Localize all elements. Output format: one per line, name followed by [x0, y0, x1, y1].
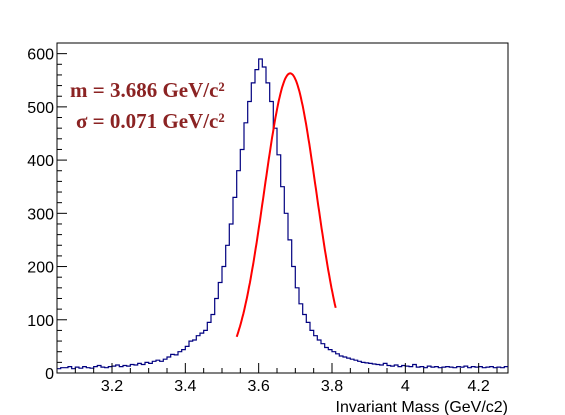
y-tick-label: 600 — [27, 47, 54, 64]
y-tick-label: 200 — [27, 260, 54, 277]
histogram-bins — [57, 58, 508, 370]
y-tick-label: 400 — [27, 153, 54, 170]
x-tick-label: 3.6 — [248, 378, 270, 395]
x-tick-label: 4 — [401, 378, 410, 395]
plot-border — [56, 42, 509, 374]
plot-frame — [56, 42, 509, 374]
x-axis: 3.2 3.4 3.6 3.8 4 4.2 — [56, 363, 498, 395]
fit-mean-annotation: m = 3.686 GeV/c² — [70, 78, 225, 102]
y-tick-label: 300 — [27, 206, 54, 223]
gaussian-fit — [235, 72, 337, 338]
y-tick-label: 500 — [27, 100, 54, 117]
x-tick-label: 3.2 — [101, 378, 123, 395]
x-tick-label: 3.4 — [174, 378, 196, 395]
fit-curve-group — [235, 72, 337, 338]
fit-sigma-annotation: σ = 0.071 GeV/c² — [76, 109, 225, 133]
y-tick-label: 100 — [27, 313, 54, 330]
y-axis: 0 100 200 300 400 500 600 — [27, 42, 67, 383]
histogram-series — [57, 58, 508, 370]
x-tick-label: 4.2 — [468, 378, 490, 395]
x-tick-label: 3.8 — [321, 378, 343, 395]
y-tick-label: 0 — [45, 366, 54, 383]
x-axis-title: Invariant Mass (GeV/c2) — [336, 399, 509, 415]
